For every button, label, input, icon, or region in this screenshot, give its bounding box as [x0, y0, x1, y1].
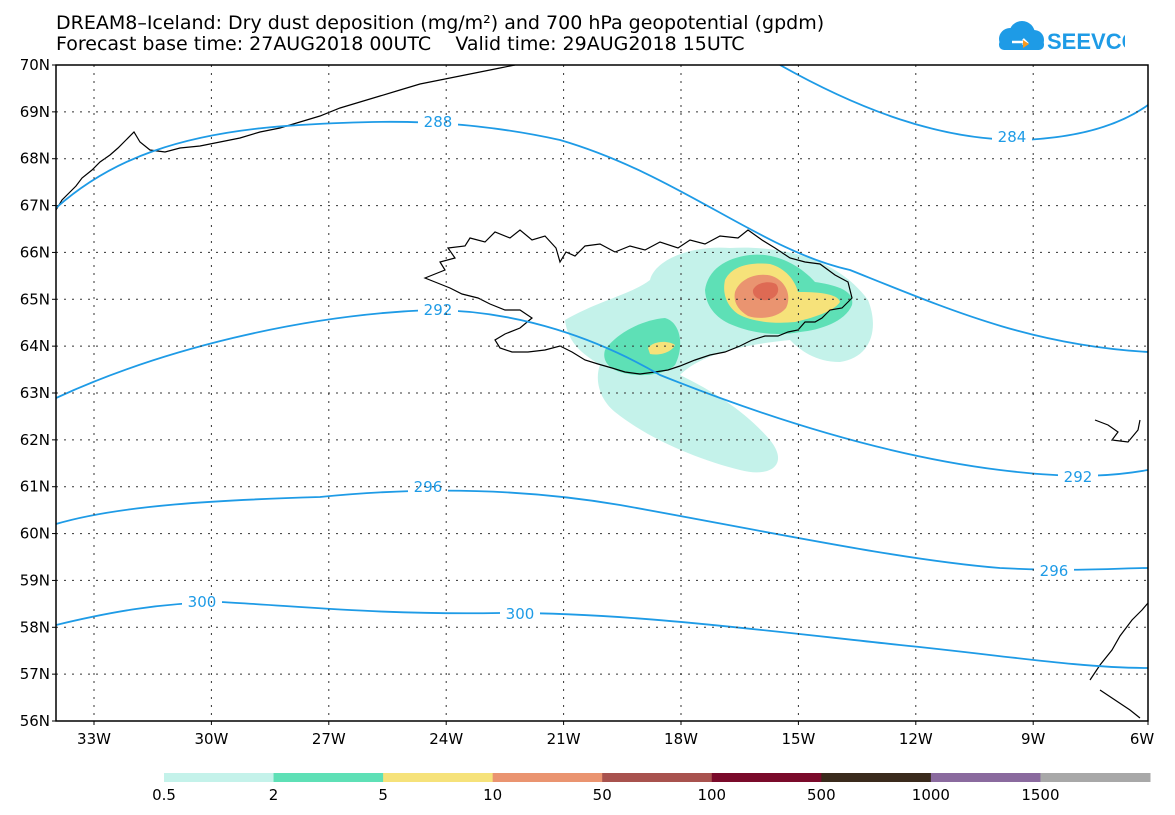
longitude-labels: 33W 30W 27W 24W 21W 18W 15W 12W 9W 6W [77, 721, 1154, 748]
colorbar-label: 10 [483, 786, 502, 804]
latitude-labels: 70N 69N 68N 67N 66N 65N 64N 63N 62N 61N 60N 59N 58N 5… [20, 56, 56, 730]
contour-label: 292 [1064, 468, 1093, 486]
geopotential-contours [56, 65, 1148, 669]
logo-text: SEEVCCC [1047, 29, 1125, 54]
seevccc-logo: SEEVCCC [999, 21, 1125, 54]
iceland-coast [423, 229, 853, 375]
colorbar-label: 500 [807, 786, 836, 804]
map-title: DREAM8–Iceland: Dry dust deposition (mg/… [56, 12, 825, 34]
contour-284 [779, 65, 1148, 141]
latitude-label: 64N [20, 337, 50, 355]
latitude-label: 57N [20, 665, 50, 683]
colorbar-label: 1000 [912, 786, 950, 804]
longitude-label: 24W [429, 730, 463, 748]
dust-area-50 [752, 282, 779, 301]
contour-288 [56, 120, 1148, 353]
colorbar-swatch [711, 773, 822, 782]
latitude-label: 69N [20, 103, 50, 121]
contour-label-group: 288 284 292 292 296 296 300 300 [182, 112, 1098, 623]
latitude-label: 66N [20, 243, 50, 261]
dust-area-2 [604, 318, 681, 376]
longitude-label: 33W [77, 730, 111, 748]
colorbar-label: 1500 [1021, 786, 1059, 804]
longitude-label: 6W [1130, 730, 1155, 748]
map-subtitle: Forecast base time: 27AUG2018 00UTC Vali… [56, 33, 745, 55]
longitude-label: 18W [664, 730, 698, 748]
colorbar-label: 2 [269, 786, 279, 804]
longitude-label: 27W [312, 730, 346, 748]
contour-300 [56, 601, 1148, 669]
latitude-label: 68N [20, 150, 50, 168]
latitude-label: 70N [20, 56, 50, 74]
cloud-icon [999, 21, 1044, 50]
contour-label: 296 [1040, 562, 1069, 580]
dust-area-5 [648, 341, 675, 355]
colorbar: 0.5 2 5 10 50 100 500 1000 1500 [152, 773, 1151, 804]
latitude-label: 58N [20, 618, 50, 636]
latitude-label: 61N [20, 478, 50, 496]
contour-label: 284 [998, 128, 1027, 146]
colorbar-label: 0.5 [152, 786, 176, 804]
latitude-label: 65N [20, 290, 50, 308]
colorbar-label: 5 [378, 786, 388, 804]
colorbar-label: 50 [593, 786, 612, 804]
colorbar-swatch [164, 773, 275, 782]
colorbar-label: 100 [697, 786, 726, 804]
colorbar-swatch [1040, 773, 1151, 782]
longitude-label: 15W [781, 730, 815, 748]
colorbar-swatch [930, 773, 1041, 782]
longitude-label: 21W [547, 730, 581, 748]
colorbar-swatch [602, 773, 713, 782]
dust-deposition-field [565, 247, 873, 473]
latitude-label: 67N [20, 197, 50, 215]
colorbar-swatch [383, 773, 494, 782]
latitude-label: 62N [20, 431, 50, 449]
contour-label: 288 [424, 113, 453, 131]
latitude-label: 59N [20, 571, 50, 589]
colorbar-swatch [821, 773, 932, 782]
contour-label: 300 [506, 605, 535, 623]
contour-label: 292 [424, 301, 453, 319]
colorbar-swatch [492, 773, 603, 782]
contour-292 [56, 309, 1148, 477]
greenland-coast [56, 65, 516, 211]
latitude-label: 63N [20, 384, 50, 402]
longitude-label: 12W [899, 730, 933, 748]
contour-label: 296 [414, 478, 443, 496]
latitude-label: 56N [20, 712, 50, 730]
contour-296 [56, 489, 1148, 571]
contour-label: 300 [188, 593, 217, 611]
longitude-label: 9W [1021, 730, 1046, 748]
graticule [56, 65, 1148, 721]
colorbar-swatch [273, 773, 384, 782]
longitude-label: 30W [194, 730, 228, 748]
latitude-label: 60N [20, 525, 50, 543]
